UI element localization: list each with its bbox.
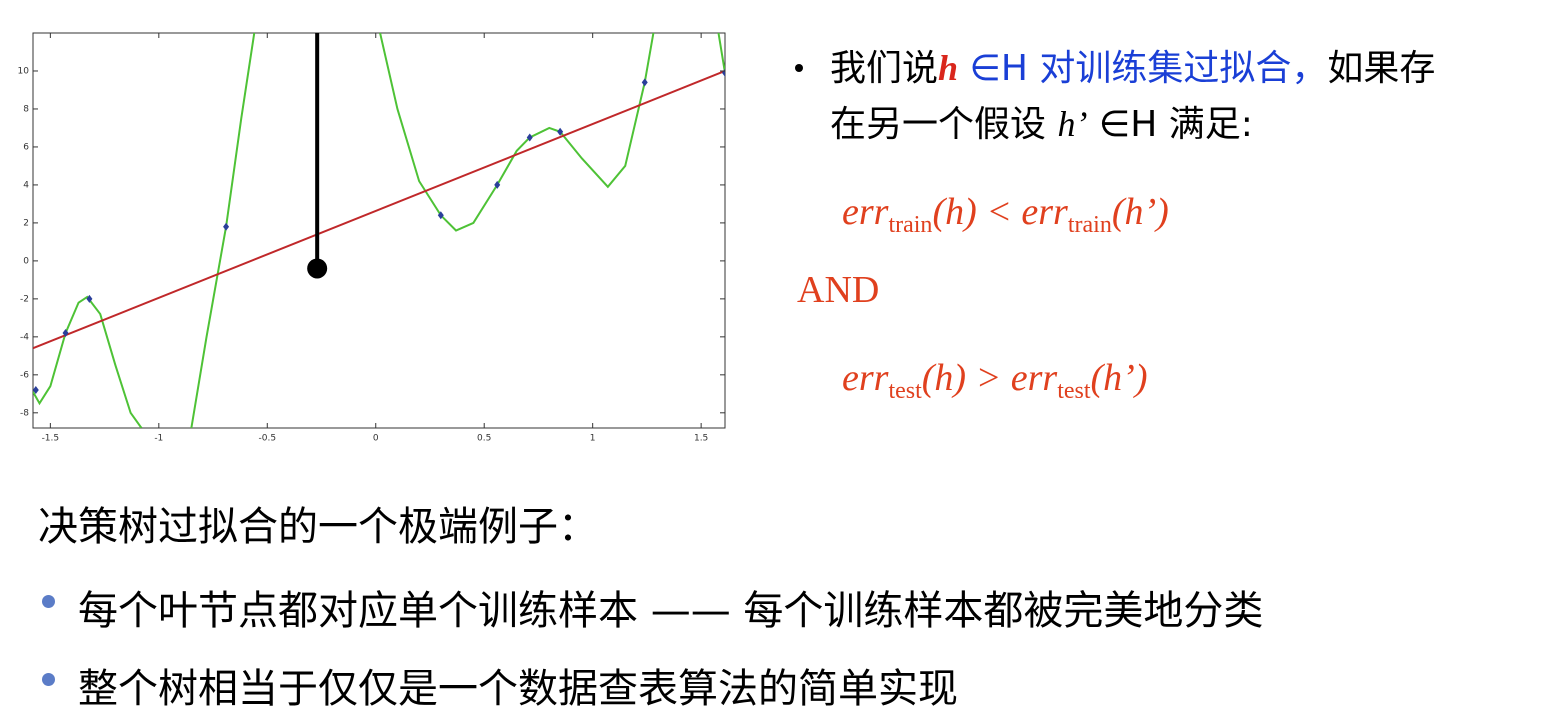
line: 在另一个假设 h’ ∈H 满足: xyxy=(830,96,1253,153)
axes: -8 -6 -4 -2 0 2 4 6 8 10 -1.5 -1 -0.5 0 0.5 1 1.5 xyxy=(18,33,725,444)
text: err xyxy=(1010,357,1058,399)
y-tick-label: 2 xyxy=(23,218,29,228)
point xyxy=(223,222,230,231)
y-tick-label: 10 xyxy=(18,66,30,76)
bullet-text: 每个叶节点都对应单个训练样本 —— 每个训练样本都被完美地分类 xyxy=(78,588,1264,634)
bullet xyxy=(42,595,55,608)
point xyxy=(437,211,444,220)
x-tick-label: 1 xyxy=(590,434,596,444)
x-tick-label: 0.5 xyxy=(477,434,491,444)
point xyxy=(557,127,564,136)
text: train xyxy=(888,212,933,238)
text: 在另一个假设 xyxy=(830,104,1058,145)
text: err xyxy=(842,191,889,233)
text: train xyxy=(1067,212,1112,238)
y-tick-label: -2 xyxy=(20,294,29,304)
y-tick-label: -4 xyxy=(20,332,29,342)
text: err xyxy=(1021,191,1068,233)
text: (h) < xyxy=(932,191,1022,233)
x-tick-label: -1.5 xyxy=(42,434,60,444)
text: (h’) xyxy=(1090,357,1148,399)
y-tick-label: 0 xyxy=(23,256,29,266)
symbol: h xyxy=(938,48,959,88)
y-tick-label: 4 xyxy=(23,180,29,190)
point xyxy=(62,329,69,338)
text: ∈H 满足: xyxy=(1087,104,1253,145)
y-tick-label: -6 xyxy=(20,370,29,380)
text: (h’) xyxy=(1111,191,1169,233)
stem-head xyxy=(307,258,328,279)
line: 我们说h ∈H 对训练集过拟合，如果存 xyxy=(830,40,1435,97)
bullet xyxy=(795,64,803,72)
text: ∈H 对训练集过拟合， xyxy=(958,48,1328,89)
y-tick-label: 8 xyxy=(23,104,29,114)
y-tick-label: 6 xyxy=(23,142,29,152)
text: 如果存 xyxy=(1327,48,1436,89)
point xyxy=(33,386,39,395)
bullet xyxy=(42,673,55,686)
x-tick-label: 1.5 xyxy=(694,434,708,444)
x-tick-label: -0.5 xyxy=(259,434,277,444)
text: test xyxy=(888,378,922,404)
point xyxy=(86,294,93,303)
text: 我们说 xyxy=(830,48,939,89)
text: err xyxy=(842,357,889,399)
bullet-text: 整个树相当于仅仅是一个数据查表算法的简单实现 xyxy=(78,666,958,712)
point xyxy=(641,78,648,87)
symbol: h’ xyxy=(1057,104,1088,144)
and: AND xyxy=(797,269,880,311)
plot-area xyxy=(33,33,725,428)
point xyxy=(526,133,533,142)
text: (h) > xyxy=(921,357,1011,399)
formula: errtest(h) > errtest(h’) xyxy=(842,356,1147,405)
x-tick-label: 0 xyxy=(373,434,379,444)
text: test xyxy=(1057,378,1091,404)
heading: 决策树过拟合的一个极端例子： xyxy=(38,504,598,550)
x-tick-label: -1 xyxy=(154,434,163,444)
chart: -8 -6 -4 -2 0 2 4 6 8 10 -1.5 -1 -0.5 0 0.5 1 1.5 xyxy=(18,32,726,444)
y-tick-label: -8 xyxy=(20,408,29,418)
plot-frame xyxy=(32,32,726,429)
formula: errtrain(h) < errtrain(h’) xyxy=(842,190,1169,239)
curve xyxy=(33,70,725,350)
point xyxy=(494,180,501,189)
